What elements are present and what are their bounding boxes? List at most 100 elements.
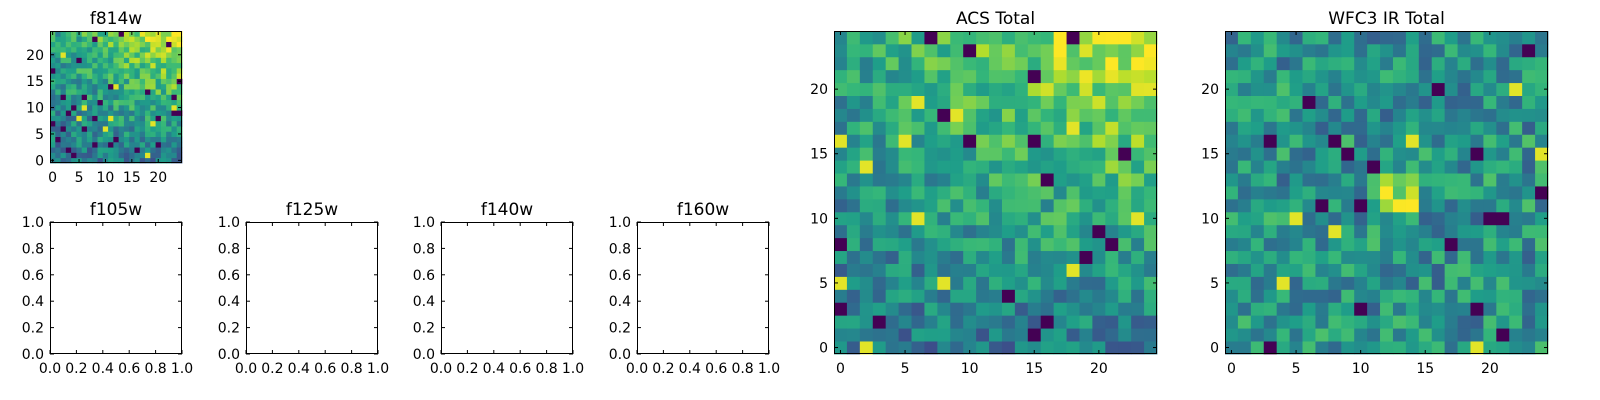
heatmap-cell <box>145 46 151 53</box>
x-tick-label: 1.0 <box>171 361 193 377</box>
heatmap-cell <box>50 136 56 143</box>
heatmap-cell <box>1405 95 1420 109</box>
heatmap-cell <box>176 62 183 69</box>
heatmap-cell <box>898 69 912 84</box>
heatmap-cell <box>963 328 977 342</box>
heatmap-cell <box>60 99 67 106</box>
heatmap-cell <box>924 328 938 342</box>
heatmap-cell <box>859 108 874 122</box>
heatmap-cell <box>1001 31 1016 45</box>
heatmap-cell <box>129 152 135 159</box>
heatmap-cell <box>872 250 887 264</box>
heatmap-cell <box>1118 289 1132 303</box>
heatmap-cell <box>1053 263 1067 277</box>
heatmap-cell <box>139 141 146 148</box>
heatmap-cell <box>1027 147 1042 161</box>
heatmap-cell <box>118 31 125 37</box>
heatmap-cell <box>1522 211 1536 226</box>
heatmap-cell <box>171 62 178 69</box>
heatmap-cell <box>71 46 77 53</box>
heatmap-cell <box>1250 160 1265 174</box>
heatmap-cell <box>911 95 925 109</box>
heatmap-cell <box>176 83 183 90</box>
heatmap-cell <box>134 89 141 95</box>
heatmap-cell <box>872 341 887 355</box>
heatmap-cell <box>1225 31 1239 45</box>
heatmap-cell <box>145 120 151 127</box>
heatmap-cell <box>898 82 912 96</box>
heatmap-cell <box>1066 315 1080 329</box>
heatmap-cell <box>155 141 162 148</box>
heatmap-cell <box>1341 173 1355 187</box>
heatmap-cell <box>963 315 977 329</box>
heatmap-cell <box>859 82 874 96</box>
heatmap-cell <box>102 36 109 42</box>
heatmap-cell <box>118 36 125 42</box>
heatmap-cell <box>1418 134 1433 148</box>
heatmap-cell <box>1053 224 1067 239</box>
heatmap-cell <box>65 62 72 69</box>
heatmap-cell <box>139 115 146 122</box>
heatmap-cell <box>108 115 114 122</box>
heatmap-cell <box>1302 160 1316 174</box>
heatmap-cell <box>1418 82 1433 96</box>
heatmap-cell <box>160 62 167 69</box>
heatmap-cell <box>1131 160 1145 174</box>
heatmap-cell <box>924 31 938 45</box>
heatmap-cell <box>118 73 125 79</box>
heatmap-cell <box>1380 147 1394 161</box>
heatmap-cell <box>1535 289 1549 303</box>
heatmap-cell <box>1509 31 1523 45</box>
heatmap-cell <box>176 136 183 143</box>
heatmap-cell <box>963 302 977 316</box>
heatmap-cell <box>113 131 120 137</box>
heatmap-cell <box>92 99 98 106</box>
heatmap-cell <box>911 263 925 277</box>
heatmap-cell <box>1225 328 1239 342</box>
heatmap-cell <box>1066 160 1080 174</box>
heatmap-cell <box>123 46 130 53</box>
heatmap-cell <box>1131 82 1145 96</box>
heatmap-cell <box>86 57 93 64</box>
x-tick-label: 15 <box>1025 361 1043 377</box>
heatmap-cell <box>898 341 912 355</box>
heatmap-cell <box>1225 173 1239 187</box>
heatmap-cell <box>885 289 899 303</box>
heatmap-cell <box>989 328 1003 342</box>
heatmap-cell <box>76 52 83 58</box>
heatmap-cell <box>113 83 120 90</box>
heatmap-cell <box>129 126 135 132</box>
heatmap-cell <box>60 120 67 127</box>
y-tick-label: 20 <box>26 48 44 64</box>
heatmap-cell <box>1225 69 1239 84</box>
heatmap-cell <box>859 31 874 45</box>
heatmap-cell <box>1315 211 1329 226</box>
heatmap-cell <box>118 120 125 127</box>
heatmap-cell <box>139 36 146 42</box>
heatmap-cell <box>134 62 141 69</box>
heatmap-cell <box>113 120 120 127</box>
heatmap-cell <box>1131 224 1145 239</box>
heatmap-cell <box>171 78 178 85</box>
heatmap-cell <box>1066 263 1080 277</box>
heatmap-cell <box>118 67 125 74</box>
heatmap-cell <box>1431 121 1446 135</box>
heatmap-cell <box>1418 263 1433 277</box>
heatmap-cell <box>1405 173 1420 187</box>
heatmap-cell <box>134 131 141 137</box>
heatmap-cell <box>150 157 156 164</box>
x-tick-label: 10 <box>1352 361 1370 377</box>
heatmap-cell <box>102 78 109 85</box>
heatmap-cell <box>834 315 848 329</box>
y-tick-label: 0.8 <box>413 241 435 257</box>
heatmap-cell <box>937 69 951 84</box>
heatmap-cell <box>160 67 167 74</box>
heatmap-cell <box>139 147 146 153</box>
heatmap-cell <box>123 73 130 79</box>
heatmap-cell <box>102 46 109 53</box>
heatmap-cell <box>1315 289 1329 303</box>
heatmap-cell <box>118 46 125 53</box>
heatmap-cell <box>65 78 72 85</box>
heatmap-cell <box>1470 82 1484 96</box>
heatmap-cell <box>1131 108 1145 122</box>
